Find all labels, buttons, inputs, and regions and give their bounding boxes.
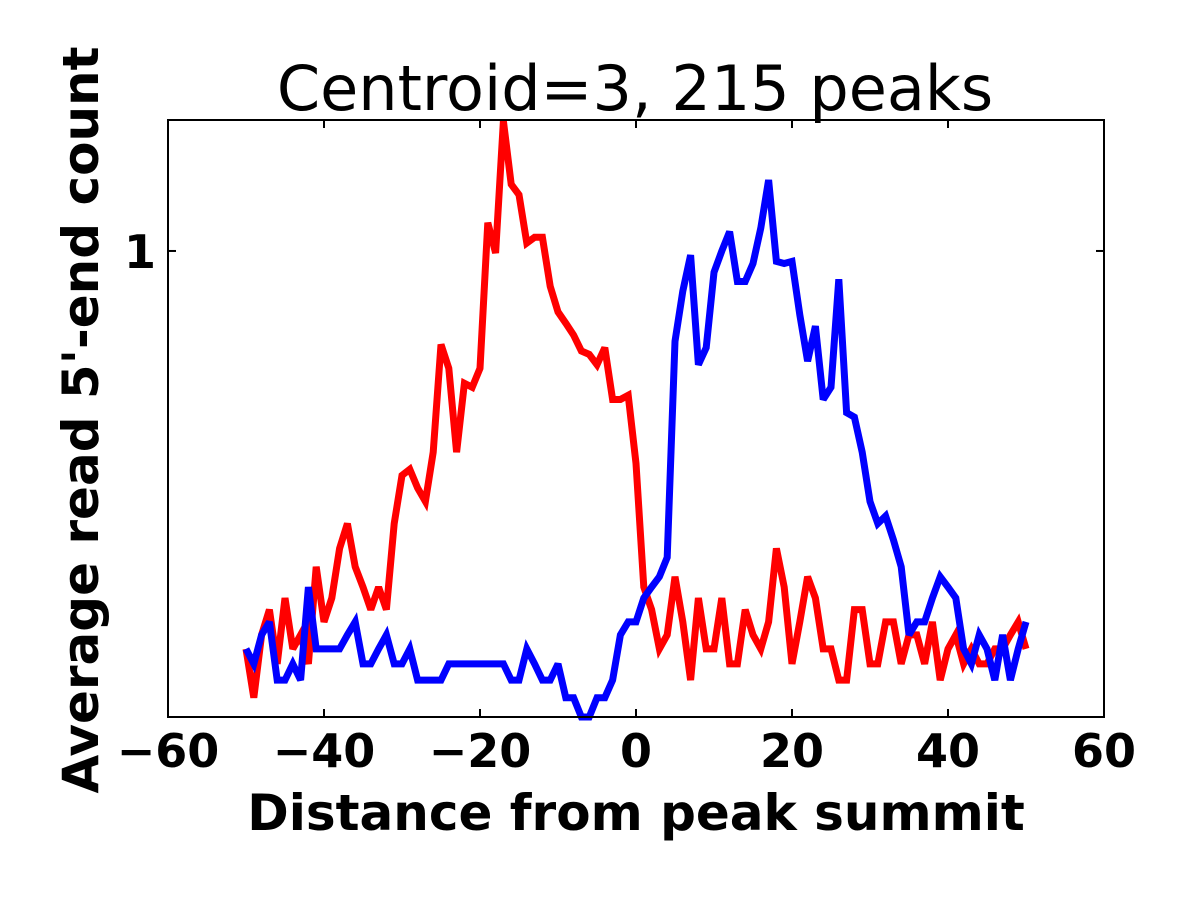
x-tick-label: −40 bbox=[273, 724, 376, 778]
y-axis-label: Average read 5'-end count bbox=[52, 46, 110, 793]
tick-layer: −60 −40 −20 0 20 40 60 1 bbox=[117, 120, 1136, 778]
x-tick-label: −60 bbox=[117, 724, 220, 778]
series-line-2 bbox=[242, 179, 1030, 721]
series-layer bbox=[242, 120, 1030, 721]
series-line-1 bbox=[242, 120, 1030, 699]
x-tick-label: −20 bbox=[429, 724, 532, 778]
x-tick-label: 60 bbox=[1072, 724, 1136, 778]
x-tick-label: 20 bbox=[760, 724, 824, 778]
x-tick-label: 0 bbox=[620, 724, 652, 778]
x-axis-label: Distance from peak summit bbox=[247, 784, 1025, 842]
x-tick-label: 40 bbox=[916, 724, 980, 778]
chart-title: Centroid=3, 215 peaks bbox=[277, 52, 993, 125]
y-tick-label: 1 bbox=[124, 225, 156, 279]
